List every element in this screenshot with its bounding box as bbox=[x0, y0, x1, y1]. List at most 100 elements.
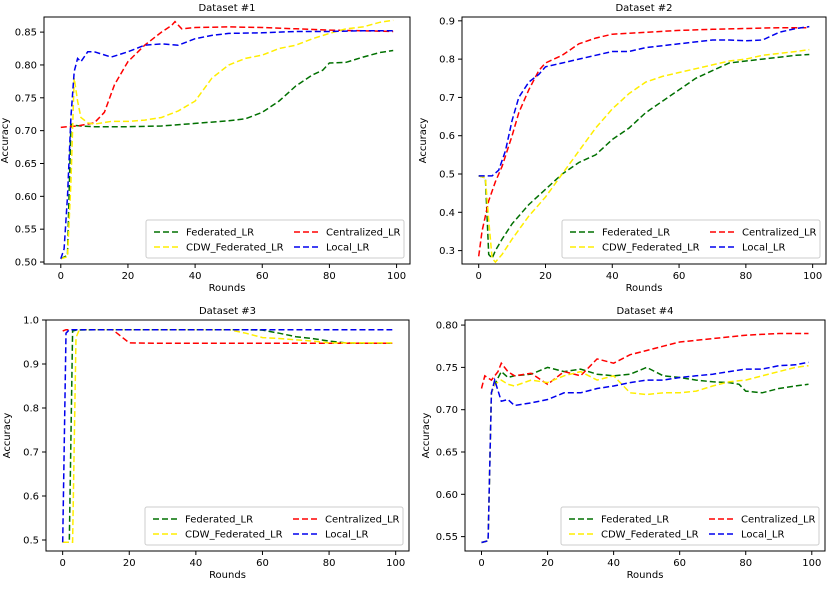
series-line-centralized-lr bbox=[62, 328, 393, 345]
x-tick-label: 20 bbox=[122, 271, 135, 282]
y-axis-label: Accuracy bbox=[0, 118, 11, 164]
y-tick-label: 0.9 bbox=[23, 360, 39, 371]
x-tick-label: 0 bbox=[59, 558, 65, 569]
series-line-federated-lr bbox=[478, 53, 810, 260]
legend-label: Local_LR bbox=[741, 530, 784, 541]
x-tick-label: 40 bbox=[606, 271, 619, 282]
y-tick-label: 0.6 bbox=[439, 131, 455, 142]
series-line-local-lr bbox=[60, 30, 394, 259]
x-tick-label: 0 bbox=[476, 271, 482, 282]
x-tick-label: 40 bbox=[607, 558, 620, 569]
series-line-local-lr bbox=[481, 361, 809, 544]
chart-panel-1: Dataset #1 0 20 40 60 80 100 0.50 0.55 0.60 0.65 0.… bbox=[0, 3, 411, 294]
chart-panel-2: Dataset #2 0 20 40 60 80 100 0.3 0.4 0.5 0.6 0.7 0.8… bbox=[418, 3, 827, 294]
series-line-federated-lr bbox=[481, 366, 809, 544]
chart-title: Dataset #1 bbox=[198, 3, 255, 14]
x-tick-label: 0 bbox=[58, 271, 64, 282]
x-tick-label: 100 bbox=[386, 558, 405, 569]
y-tick-label: 0.8 bbox=[439, 55, 455, 66]
x-tick-label: 60 bbox=[673, 271, 686, 282]
plot-area-frame bbox=[45, 319, 410, 552]
y-tick-label: 0.70 bbox=[436, 405, 458, 416]
legend-label: Centralized_LR bbox=[325, 515, 400, 526]
x-tick-label: 20 bbox=[123, 558, 136, 569]
y-tick-label: 0.65 bbox=[436, 448, 458, 459]
y-tick-label: 0.75 bbox=[436, 363, 458, 374]
y-tick-label: 0.75 bbox=[15, 93, 37, 104]
legend-label: CDW_Federated_LR bbox=[186, 243, 284, 254]
y-tick-label: 0.60 bbox=[15, 192, 37, 203]
legend-label: Centralized_LR bbox=[741, 515, 816, 526]
chart-panel-4: Dataset #4 0 20 40 60 80 100 0.55 0.60 0.65 0.70 0.… bbox=[421, 306, 826, 581]
chart-title: Dataset #3 bbox=[199, 306, 256, 317]
legend-label: Centralized_LR bbox=[326, 228, 401, 239]
y-tick-label: 0.70 bbox=[15, 126, 37, 137]
x-axis-label: Rounds bbox=[209, 283, 246, 294]
y-tick-label: 0.4 bbox=[439, 208, 455, 219]
legend-label: Federated_LR bbox=[602, 228, 670, 239]
y-tick-label: 0.7 bbox=[439, 93, 455, 104]
x-tick-label: 60 bbox=[673, 558, 686, 569]
chart-title: Dataset #2 bbox=[615, 3, 672, 14]
legend-box bbox=[561, 219, 821, 259]
y-tick-label: 0.80 bbox=[436, 321, 458, 332]
x-axis-label: Rounds bbox=[209, 570, 246, 581]
plot-area-frame bbox=[461, 16, 827, 265]
y-tick-label: 0.7 bbox=[23, 448, 39, 459]
legend-label: CDW_Federated_LR bbox=[602, 243, 700, 254]
legend-label: Federated_LR bbox=[185, 515, 253, 526]
legend-label: Federated_LR bbox=[601, 515, 669, 526]
series-line-federated-lr bbox=[60, 49, 394, 260]
legend-label: Centralized_LR bbox=[742, 228, 817, 239]
x-tick-label: 20 bbox=[541, 558, 554, 569]
y-tick-label: 0.60 bbox=[436, 490, 458, 501]
series-line-local-lr bbox=[478, 25, 810, 177]
series-line-cdw-federated-lr bbox=[481, 364, 809, 544]
y-tick-label: 0.85 bbox=[15, 28, 37, 39]
legend-label: CDW_Federated_LR bbox=[185, 530, 283, 541]
legend: Federated_LR Centralized_LR CDW_Federated_… bbox=[561, 219, 821, 259]
series-line-centralized-lr bbox=[60, 20, 394, 129]
x-tick-label: 100 bbox=[387, 271, 406, 282]
series-line-centralized-lr bbox=[480, 332, 809, 389]
x-tick-label: 80 bbox=[323, 558, 336, 569]
plot-area-frame bbox=[464, 319, 826, 552]
plot-area-frame bbox=[43, 16, 411, 265]
x-tick-label: 20 bbox=[539, 271, 552, 282]
x-tick-label: 40 bbox=[189, 558, 202, 569]
y-tick-label: 0.65 bbox=[15, 159, 37, 170]
y-tick-label: 0.3 bbox=[439, 246, 455, 257]
y-tick-label: 0.9 bbox=[439, 16, 455, 27]
legend-label: Local_LR bbox=[326, 243, 369, 254]
y-tick-label: 0.80 bbox=[15, 60, 37, 71]
y-axis-label: Accuracy bbox=[418, 118, 429, 164]
legend-box bbox=[144, 506, 404, 546]
legend-label: Local_LR bbox=[325, 530, 368, 541]
x-tick-label: 60 bbox=[256, 558, 269, 569]
y-tick-label: 0.55 bbox=[15, 225, 37, 236]
legend: Federated_LR Centralized_LR CDW_Federated_… bbox=[560, 506, 820, 546]
y-axis-label: Accuracy bbox=[2, 413, 13, 459]
y-tick-label: 0.5 bbox=[439, 170, 455, 181]
y-tick-label: 1.0 bbox=[23, 316, 39, 327]
legend-box bbox=[560, 506, 820, 546]
y-tick-label: 0.50 bbox=[15, 258, 37, 269]
series-line-cdw-federated-lr bbox=[62, 328, 393, 543]
legend-label: Local_LR bbox=[742, 243, 785, 254]
x-axis-label: Rounds bbox=[626, 283, 663, 294]
x-tick-label: 60 bbox=[256, 271, 269, 282]
x-tick-label: 80 bbox=[739, 271, 752, 282]
x-tick-label: 100 bbox=[803, 271, 822, 282]
x-tick-label: 80 bbox=[323, 271, 336, 282]
chart-title: Dataset #4 bbox=[616, 306, 673, 317]
chart-panel-3: Dataset #3 0 20 40 60 80 100 0.5 0.6 0.7 0.8 0.9 1.0… bbox=[2, 306, 410, 581]
legend-box bbox=[145, 219, 405, 259]
y-axis-label: Accuracy bbox=[421, 413, 432, 459]
x-tick-label: 100 bbox=[802, 558, 821, 569]
legend-label: CDW_Federated_LR bbox=[601, 530, 699, 541]
series-line-local-lr bbox=[61, 328, 393, 543]
legend: Federated_LR Centralized_LR CDW_Federated_… bbox=[144, 506, 404, 546]
legend-label: Federated_LR bbox=[186, 228, 254, 239]
x-tick-label: 0 bbox=[478, 558, 484, 569]
